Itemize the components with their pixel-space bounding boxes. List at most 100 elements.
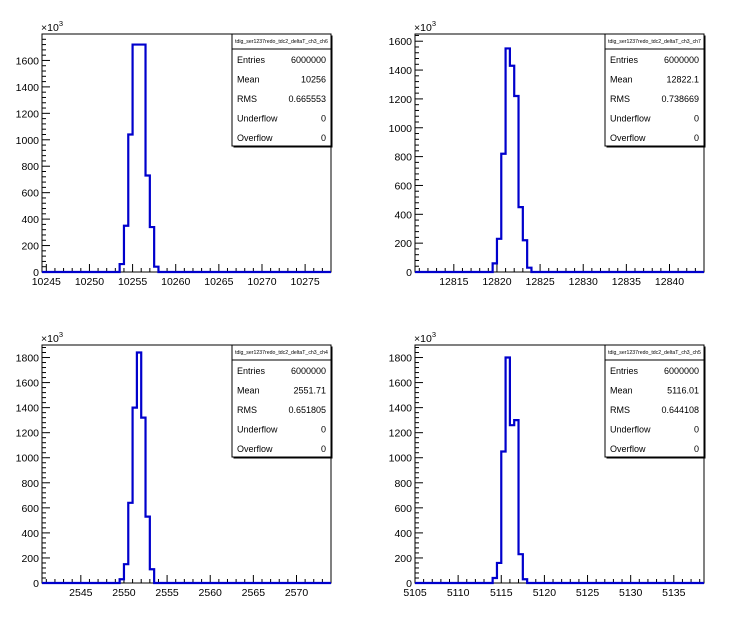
y-tick-label: 1400 <box>389 403 413 415</box>
x-tick-label: 5120 <box>533 587 557 599</box>
x-tick-label: 12830 <box>569 276 598 288</box>
y-tick-label: 200 <box>21 553 39 565</box>
x-tick-label: 10265 <box>204 276 233 288</box>
histogram-line <box>42 351 331 585</box>
stats-row-label: Entries <box>237 366 266 376</box>
stats-box: tdig_ser1237redo_tdc2_deltaT_ch3_ch5 Entr… <box>604 344 706 459</box>
y-axis-multiplier: ×103 <box>414 19 436 34</box>
x-tick-label: 5135 <box>662 587 686 599</box>
histogram-line <box>42 43 331 274</box>
y-tick-label: 0 <box>33 578 39 590</box>
stats-row-value: 6000000 <box>291 366 326 376</box>
stats-row-value: 0 <box>321 114 326 124</box>
stats-row-value: 0.738669 <box>661 94 699 104</box>
x-tick-label: 2555 <box>155 587 179 599</box>
stats-row-value: 0 <box>694 114 699 124</box>
histogram-panel-3: 2545 2550 2555 2560 2565 2570 0 200 400 600 800 100… <box>16 330 333 599</box>
histogram-bins <box>120 45 159 272</box>
stats-box-title: tdig_ser1237redo_tdc2_deltaT_ch3_ch5 <box>608 350 701 356</box>
y-axis-multiplier: ×103 <box>41 330 63 345</box>
stats-box: tdig_ser1237redo_tdc2_deltaT_ch3_ch4 Entr… <box>231 344 333 459</box>
y-tick-label: 200 <box>394 553 412 565</box>
stats-box: tdig_ser1237redo_tdc2_deltaT_ch3_ch7 Entr… <box>604 33 706 148</box>
y-tick-label: 200 <box>21 241 39 253</box>
stats-row-label: RMS <box>237 94 257 104</box>
stats-row-label: Mean <box>237 75 260 85</box>
stats-row-label: Underflow <box>610 114 651 124</box>
stats-row-label: RMS <box>610 94 630 104</box>
stats-row-label: Underflow <box>237 114 278 124</box>
stats-row-label: RMS <box>610 405 630 415</box>
x-tick-label: 12820 <box>482 276 511 288</box>
stats-box-title: tdig_ser1237redo_tdc2_deltaT_ch3_ch6 <box>235 39 328 45</box>
y-tick-label: 1400 <box>16 403 40 415</box>
y-tick-label: 1200 <box>16 108 40 120</box>
y-tick-label: 0 <box>406 578 412 590</box>
stats-row-label: Entries <box>237 55 266 65</box>
stats-box-frame <box>604 33 705 147</box>
y-tick-label: 600 <box>21 503 39 515</box>
x-tick-label: 10260 <box>161 276 190 288</box>
y-axis-multiplier: ×103 <box>414 330 436 345</box>
y-tick-label: 1200 <box>389 428 413 440</box>
y-tick-label: 800 <box>394 478 412 490</box>
stats-row-value: 0 <box>694 133 699 143</box>
stats-row-label: Mean <box>237 386 260 396</box>
y-axis-exponent: 3 <box>432 330 436 339</box>
y-tick-label: 1600 <box>389 36 413 48</box>
y-axis-exponent: 3 <box>432 19 436 28</box>
stats-row-value: 10256 <box>301 75 326 85</box>
x-tick-label: 2545 <box>69 587 93 599</box>
y-tick-label: 1000 <box>389 123 413 135</box>
y-axis-exponent: 3 <box>59 330 63 339</box>
histogram-panel-2: 12815 12820 12825 12830 12835 12840 0 200 400 600… <box>389 19 706 288</box>
y-tick-label: 1000 <box>389 453 413 465</box>
histogram-panel-1: 10245 10250 10255 10260 10265 10270 10275 0 200 4… <box>16 19 333 288</box>
x-tick-label: 2560 <box>199 587 223 599</box>
y-tick-label: 1000 <box>16 453 40 465</box>
y-tick-label: 1200 <box>16 428 40 440</box>
x-tick-label: 5115 <box>490 587 513 599</box>
y-tick-label: 400 <box>394 209 412 221</box>
x-tick-label: 10245 <box>32 276 61 288</box>
stats-box-frame <box>231 33 332 147</box>
histogram-bin <box>510 425 514 583</box>
x-tick-label: 12815 <box>439 276 468 288</box>
stats-row-value: 0 <box>321 133 326 143</box>
y-tick-label: 1600 <box>16 55 40 67</box>
y-tick-label: 0 <box>33 267 39 279</box>
x-tick-label: 2570 <box>285 587 309 599</box>
x-tick-label: 2550 <box>112 587 136 599</box>
y-tick-label: 600 <box>21 188 39 200</box>
stats-row-label: RMS <box>237 405 257 415</box>
stats-row-label: Underflow <box>610 425 651 435</box>
stats-row-label: Overflow <box>237 133 273 143</box>
x-tick-label: 5105 <box>403 587 427 599</box>
stats-row-label: Mean <box>610 75 633 85</box>
stats-row-value: 0 <box>321 444 326 454</box>
stats-row-value: 0 <box>321 425 326 435</box>
x-tick-label: 2565 <box>242 587 266 599</box>
x-tick-label: 12825 <box>525 276 554 288</box>
x-tick-label: 5130 <box>619 587 643 599</box>
stats-row-value: 12822.1 <box>666 75 699 85</box>
x-tick-label: 10255 <box>118 276 147 288</box>
y-tick-label: 600 <box>394 503 412 515</box>
y-tick-label: 800 <box>21 478 39 490</box>
stats-row-value: 6000000 <box>664 366 699 376</box>
y-tick-label: 200 <box>394 238 412 250</box>
stats-row-value: 0.651805 <box>288 405 326 415</box>
stats-box-title: tdig_ser1237redo_tdc2_deltaT_ch3_ch7 <box>608 39 701 45</box>
stats-row-value: 0.665553 <box>288 94 326 104</box>
y-tick-label: 1800 <box>16 353 40 365</box>
stats-row-label: Overflow <box>237 444 273 454</box>
y-tick-label: 1600 <box>389 378 413 390</box>
y-tick-label: 1400 <box>389 65 413 77</box>
stats-box: tdig_ser1237redo_tdc2_deltaT_ch3_ch6 Entr… <box>231 33 333 148</box>
stats-box-frame <box>231 344 332 458</box>
y-tick-label: 1000 <box>16 135 40 147</box>
stats-row-label: Overflow <box>610 444 646 454</box>
y-tick-label: 1200 <box>389 94 413 106</box>
y-tick-label: 1600 <box>16 378 40 390</box>
